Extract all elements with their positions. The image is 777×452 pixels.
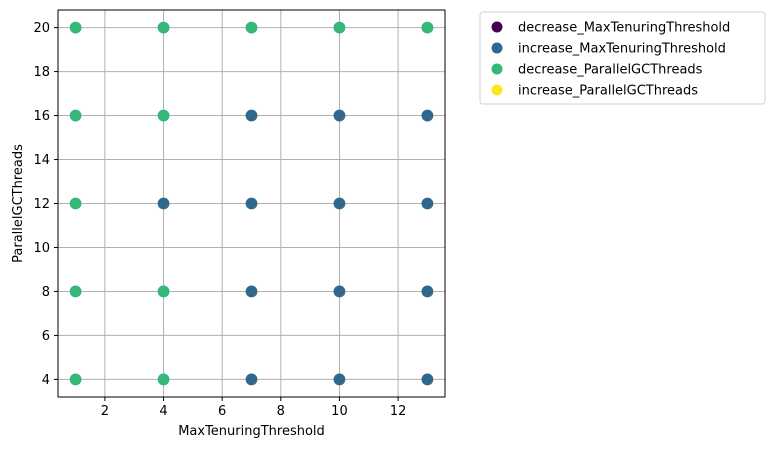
legend: decrease_MaxTenuringThreshold increase_Ma… (479, 11, 766, 105)
data-point (245, 197, 258, 210)
x-tick-label: 4 (159, 404, 167, 419)
legend-box (479, 11, 766, 105)
legend-marker (491, 21, 503, 33)
legend-label: decrease_MaxTenuringThreshold (518, 21, 730, 36)
data-point (245, 109, 258, 122)
data-point (421, 109, 434, 122)
data-point (69, 197, 82, 210)
data-point (157, 373, 170, 386)
data-point (333, 197, 346, 210)
data-point (421, 197, 434, 210)
data-point (421, 21, 434, 34)
y-axis-ticks: 4 6 8 10 12 14 16 18 20 (33, 21, 58, 388)
data-point (333, 373, 346, 386)
data-point (333, 285, 346, 298)
legend-label: increase_MaxTenuringThreshold (518, 42, 726, 57)
data-point (69, 109, 82, 122)
y-tick-label: 14 (33, 153, 50, 168)
legend-marker (491, 63, 503, 75)
data-point (245, 285, 258, 298)
x-axis-label: MaxTenuringThreshold (178, 424, 325, 439)
y-tick-label: 6 (42, 329, 50, 344)
y-tick-label: 20 (33, 21, 50, 36)
legend-label: decrease_ParallelGCThreads (518, 63, 703, 78)
y-axis-label: ParallelGCThreads (11, 144, 26, 263)
data-point (421, 373, 434, 386)
data-point (69, 21, 82, 34)
data-point (245, 373, 258, 386)
data-point (69, 285, 82, 298)
x-tick-label: 6 (218, 404, 226, 419)
data-point (333, 21, 346, 34)
x-tick-label: 2 (101, 404, 109, 419)
data-point (157, 285, 170, 298)
data-point (157, 109, 170, 122)
y-tick-label: 4 (42, 373, 50, 388)
legend-marker (491, 84, 503, 96)
data-point (333, 109, 346, 122)
data-point (157, 21, 170, 34)
x-tick-label: 8 (277, 404, 285, 419)
data-point (245, 21, 258, 34)
data-point (69, 373, 82, 386)
y-tick-label: 8 (42, 285, 50, 300)
y-tick-label: 18 (33, 65, 50, 80)
x-tick-label: 12 (390, 404, 407, 419)
y-tick-label: 10 (33, 241, 50, 256)
legend-marker (491, 42, 503, 54)
data-point (157, 197, 170, 210)
data-point (421, 285, 434, 298)
x-axis-ticks: 2 4 6 8 10 12 (101, 397, 407, 419)
data-points (69, 21, 434, 386)
legend-label: increase_ParallelGCThreads (518, 84, 698, 99)
y-tick-label: 12 (33, 197, 50, 212)
y-tick-label: 16 (33, 109, 50, 124)
x-tick-label: 10 (331, 404, 348, 419)
